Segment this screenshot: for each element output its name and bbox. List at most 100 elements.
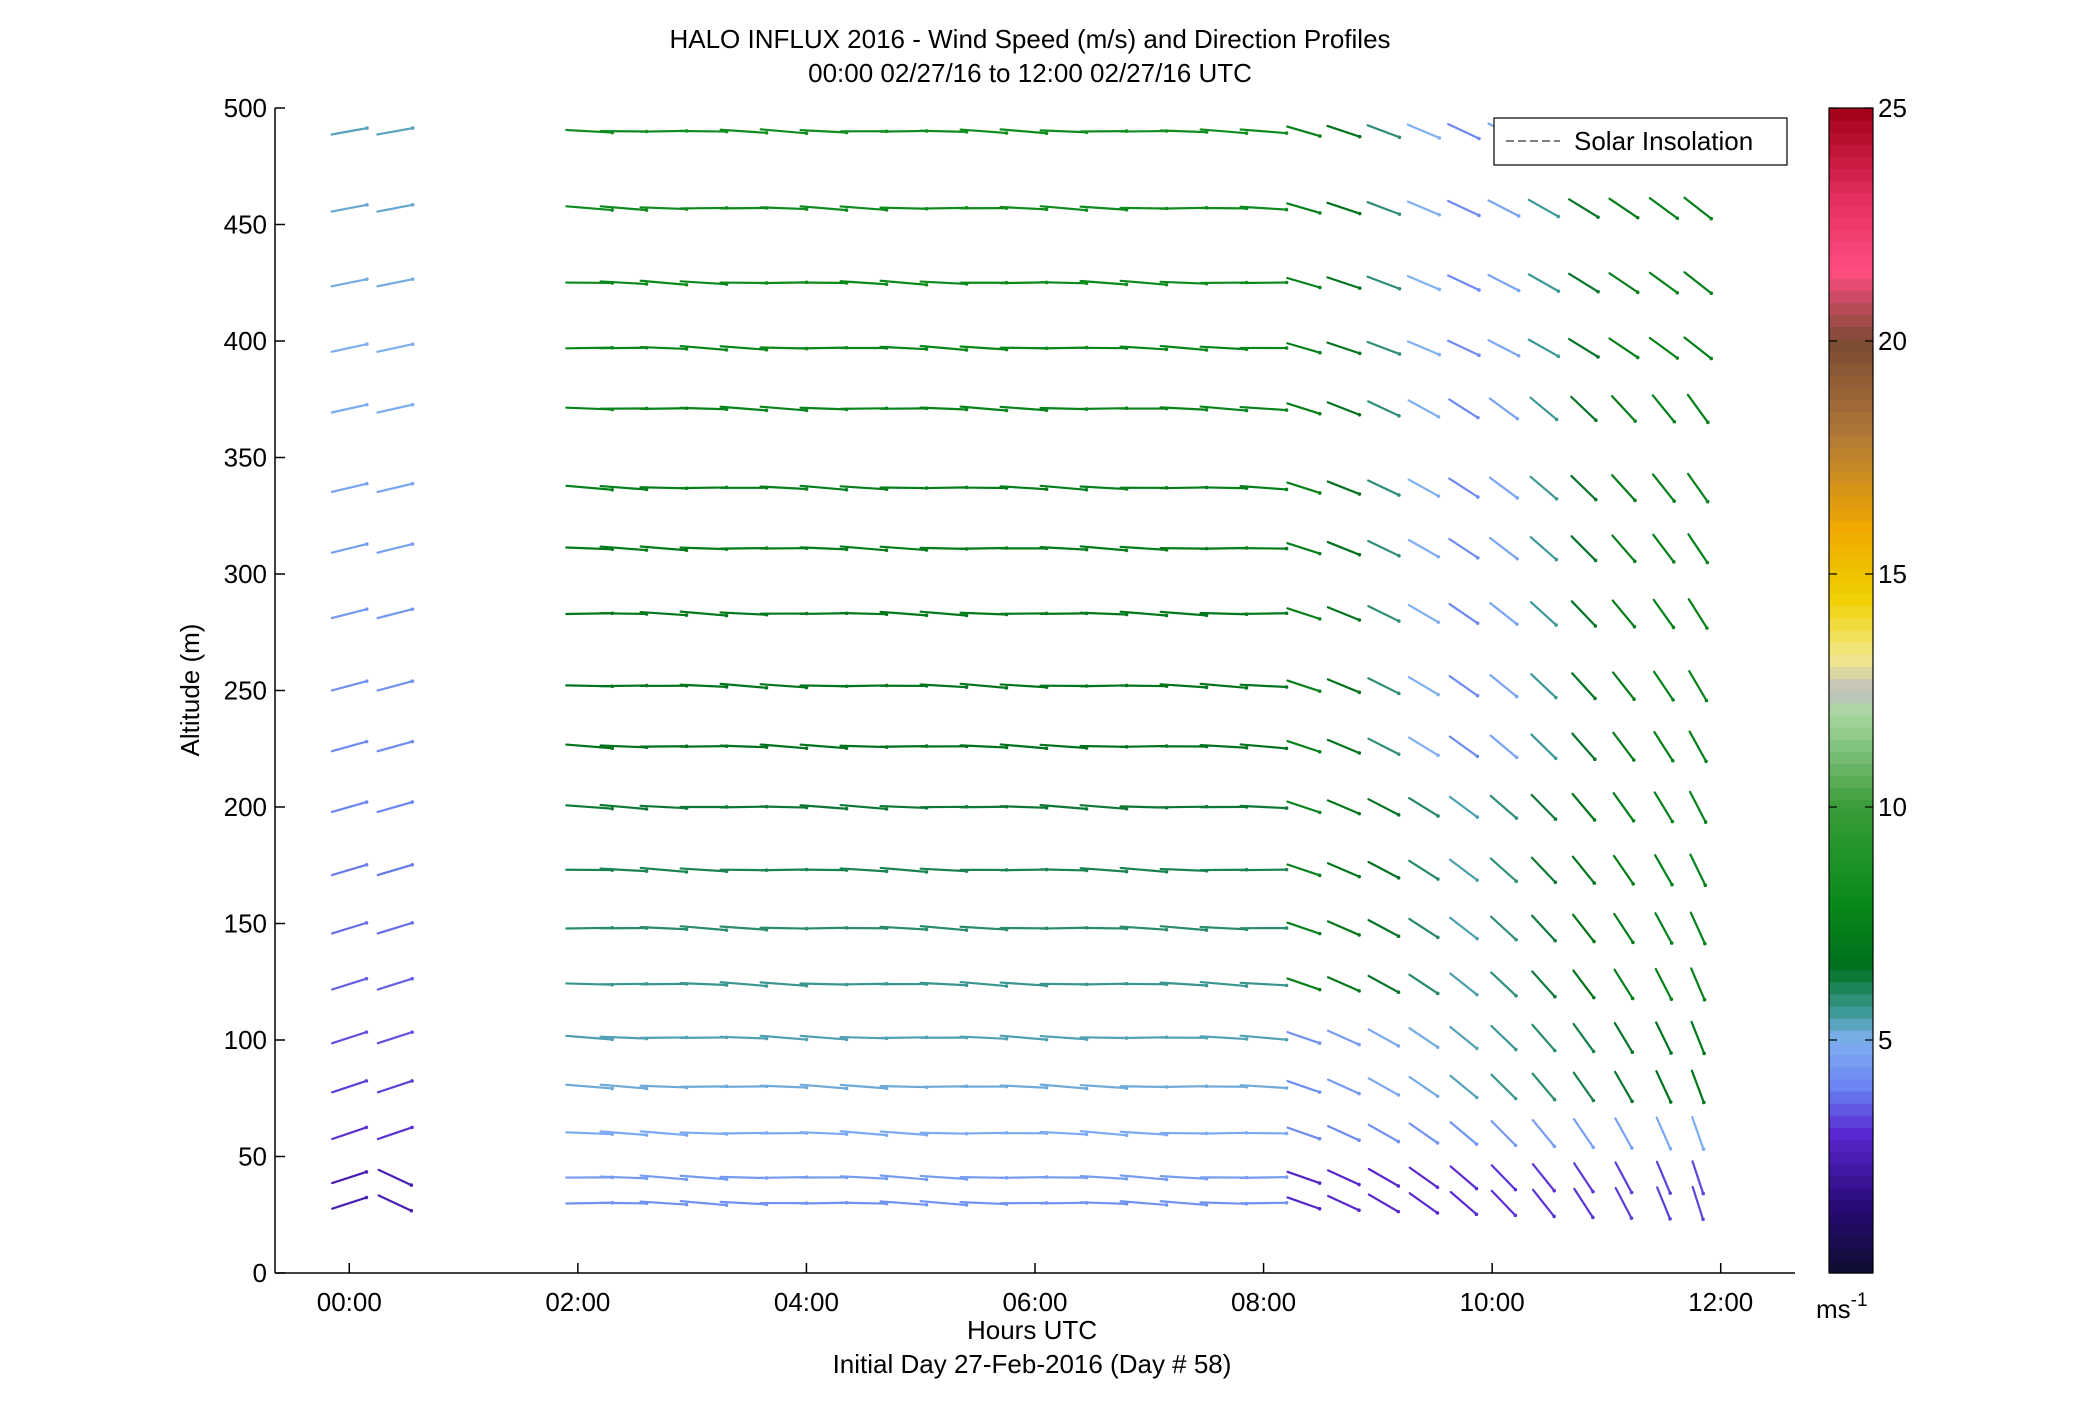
wind-barb-tip	[1317, 810, 1322, 815]
wind-barb-tip	[1709, 356, 1714, 361]
wind-barb-tip	[924, 548, 929, 552]
wind-barb-tip	[964, 983, 969, 988]
wind-barb-tip	[410, 1030, 414, 1034]
wind-barb-tip	[364, 739, 369, 744]
wind-barb-tip	[410, 202, 415, 207]
wind-barb-tip	[1514, 937, 1518, 942]
wind-barb-tip	[1591, 1049, 1596, 1054]
wind-barb	[639, 1200, 688, 1206]
wind-barb	[1608, 337, 1639, 359]
wind-barb-tip	[1284, 1037, 1289, 1042]
wind-barb-tip	[764, 131, 769, 135]
wind-barb-tip	[1629, 1190, 1634, 1195]
wind-barb-tip	[1474, 1095, 1479, 1100]
wind-barb	[1159, 805, 1208, 809]
wind-barb-tip	[365, 277, 369, 281]
wind-barb	[1199, 405, 1248, 412]
wind-barb	[1490, 1164, 1517, 1191]
wind-barb	[1286, 863, 1321, 877]
colorbar-cell	[1829, 217, 1873, 230]
wind-barb-tip	[1317, 491, 1322, 495]
wind-barb-tip	[724, 348, 729, 352]
wind-barb	[1570, 535, 1597, 562]
wind-barb-tip	[1436, 554, 1441, 559]
wind-barb-tip	[1552, 1097, 1557, 1102]
colorbar-cell	[1829, 593, 1873, 607]
wind-barb	[565, 484, 614, 491]
wind-barb-tip	[410, 921, 415, 925]
wind-barb-tip	[1514, 879, 1519, 884]
wind-barb	[1683, 271, 1713, 295]
wind-barb	[376, 482, 414, 494]
colorbar-cell	[1829, 823, 1873, 837]
wind-barb	[1613, 1070, 1634, 1103]
wind-barb	[719, 981, 768, 988]
wind-barb	[1449, 972, 1479, 996]
wind-barb	[999, 1034, 1048, 1041]
wind-barb-tip	[1705, 499, 1710, 504]
colorbar-cell	[1829, 1236, 1873, 1250]
wind-barb-tip	[1516, 214, 1521, 218]
wind-barb	[679, 280, 728, 286]
wind-barb	[1079, 407, 1128, 411]
wind-barb-tip	[1553, 994, 1557, 999]
wind-barb	[376, 1126, 414, 1141]
wind-barb	[1286, 1170, 1321, 1185]
wind-barb-tip	[364, 542, 369, 546]
wind-barb	[1408, 796, 1440, 818]
wind-barb-tip	[884, 208, 889, 212]
wind-barb-tip	[1396, 1209, 1401, 1214]
wind-barb	[879, 129, 928, 133]
wind-barb	[799, 281, 848, 285]
wind-barb-tip	[1436, 935, 1440, 940]
wind-barb	[1655, 1021, 1673, 1055]
colorbar-cell	[1829, 872, 1873, 886]
wind-barb	[330, 542, 368, 554]
wind-barb-tip	[1635, 290, 1640, 295]
wind-barb-tip	[1554, 623, 1558, 627]
wind-barb	[1613, 1022, 1634, 1054]
wind-barb	[879, 1174, 928, 1181]
wind-barb-tip	[844, 746, 849, 751]
wind-barb-tip	[1357, 1042, 1361, 1047]
wind-barb-tip	[1477, 288, 1481, 292]
wind-barb-tip	[1164, 1177, 1169, 1182]
wind-barb	[1159, 129, 1208, 134]
wind-barb	[1651, 394, 1676, 423]
wind-barb	[919, 925, 968, 932]
wind-barb	[759, 128, 808, 135]
wind-barb	[799, 1131, 848, 1136]
wind-barb-tip	[1475, 555, 1480, 560]
wind-barb	[919, 1131, 968, 1135]
wind-barb	[330, 403, 368, 414]
wind-barb	[1079, 982, 1128, 986]
wind-barb-tip	[884, 1133, 889, 1137]
wind-barb-tip	[410, 1125, 414, 1130]
legend-solar-label: Solar Insolation	[1574, 126, 1753, 156]
wind-barb	[959, 980, 1008, 988]
wind-barb	[1407, 478, 1440, 498]
wind-barb	[1648, 197, 1679, 220]
wind-barb	[565, 546, 614, 551]
wind-barb	[1448, 398, 1480, 419]
wind-barb	[1653, 731, 1674, 762]
wind-barb-tip	[410, 862, 415, 867]
wind-barb-tip	[1632, 697, 1636, 701]
wind-barb	[959, 405, 1008, 412]
wind-barb	[1529, 396, 1558, 421]
wind-barb	[1690, 967, 1706, 1001]
wind-barb	[376, 203, 414, 213]
wind-barb-tip	[1709, 216, 1714, 221]
wind-barb	[919, 1085, 968, 1089]
colorbar-cell	[1829, 921, 1873, 934]
wind-barb-tip	[1244, 686, 1249, 690]
wind-barb-tip	[1004, 686, 1009, 690]
wind-barb	[1448, 858, 1479, 882]
x-axis-sublabel: Initial Day 27-Feb-2016 (Day # 58)	[833, 1349, 1232, 1379]
wind-barb	[879, 279, 928, 286]
wind-barb-tip	[884, 807, 889, 811]
wind-barb-tip	[804, 746, 809, 751]
wind-barb-tip	[1397, 553, 1401, 558]
wind-barb-tip	[1631, 940, 1635, 945]
wind-barb-tip	[1552, 1048, 1557, 1053]
